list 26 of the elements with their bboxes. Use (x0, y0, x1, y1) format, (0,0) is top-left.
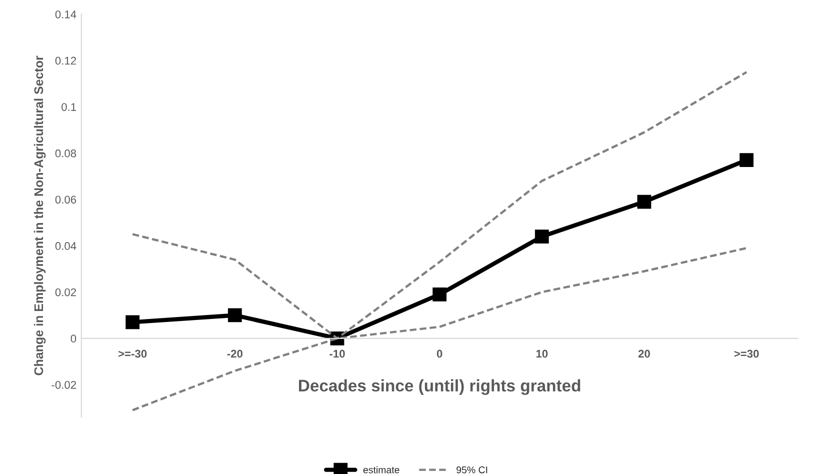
x-tick-label: -20 (227, 350, 242, 358)
point (432, 287, 447, 302)
x-tick-label: 20 (638, 350, 650, 358)
y-tick-label: 0.06 (55, 196, 76, 204)
y-tick-label: 0.08 (55, 149, 76, 158)
legend-label: estimate (363, 466, 400, 474)
y-tick-label: 0.04 (55, 242, 76, 250)
x-tick-label: -10 (330, 350, 345, 358)
x-tick-label: 10 (536, 350, 548, 358)
point (228, 308, 242, 322)
point (534, 230, 549, 244)
x-tick-label: 0 (436, 350, 442, 358)
x-tick-label: >=-30 (118, 350, 147, 358)
y-tick-label: 0.14 (55, 10, 76, 18)
y-tick-label: 0.1 (62, 103, 76, 111)
y-tick-label: 0.12 (55, 56, 76, 65)
point (740, 153, 754, 168)
legend-label: 95% CI (456, 466, 488, 474)
point (637, 194, 652, 209)
y-tick-label: 0.02 (55, 288, 76, 296)
x-tick-label: >=30 (734, 350, 759, 358)
y-axis-title: Change in Employment in the Non-Agricultural Sector (34, 56, 46, 376)
point (126, 315, 140, 330)
x-axis-title: Decades since (until) rights granted (298, 379, 580, 395)
y-tick-label: -0.02 (52, 380, 76, 389)
y-tick-label: 0 (70, 334, 76, 343)
